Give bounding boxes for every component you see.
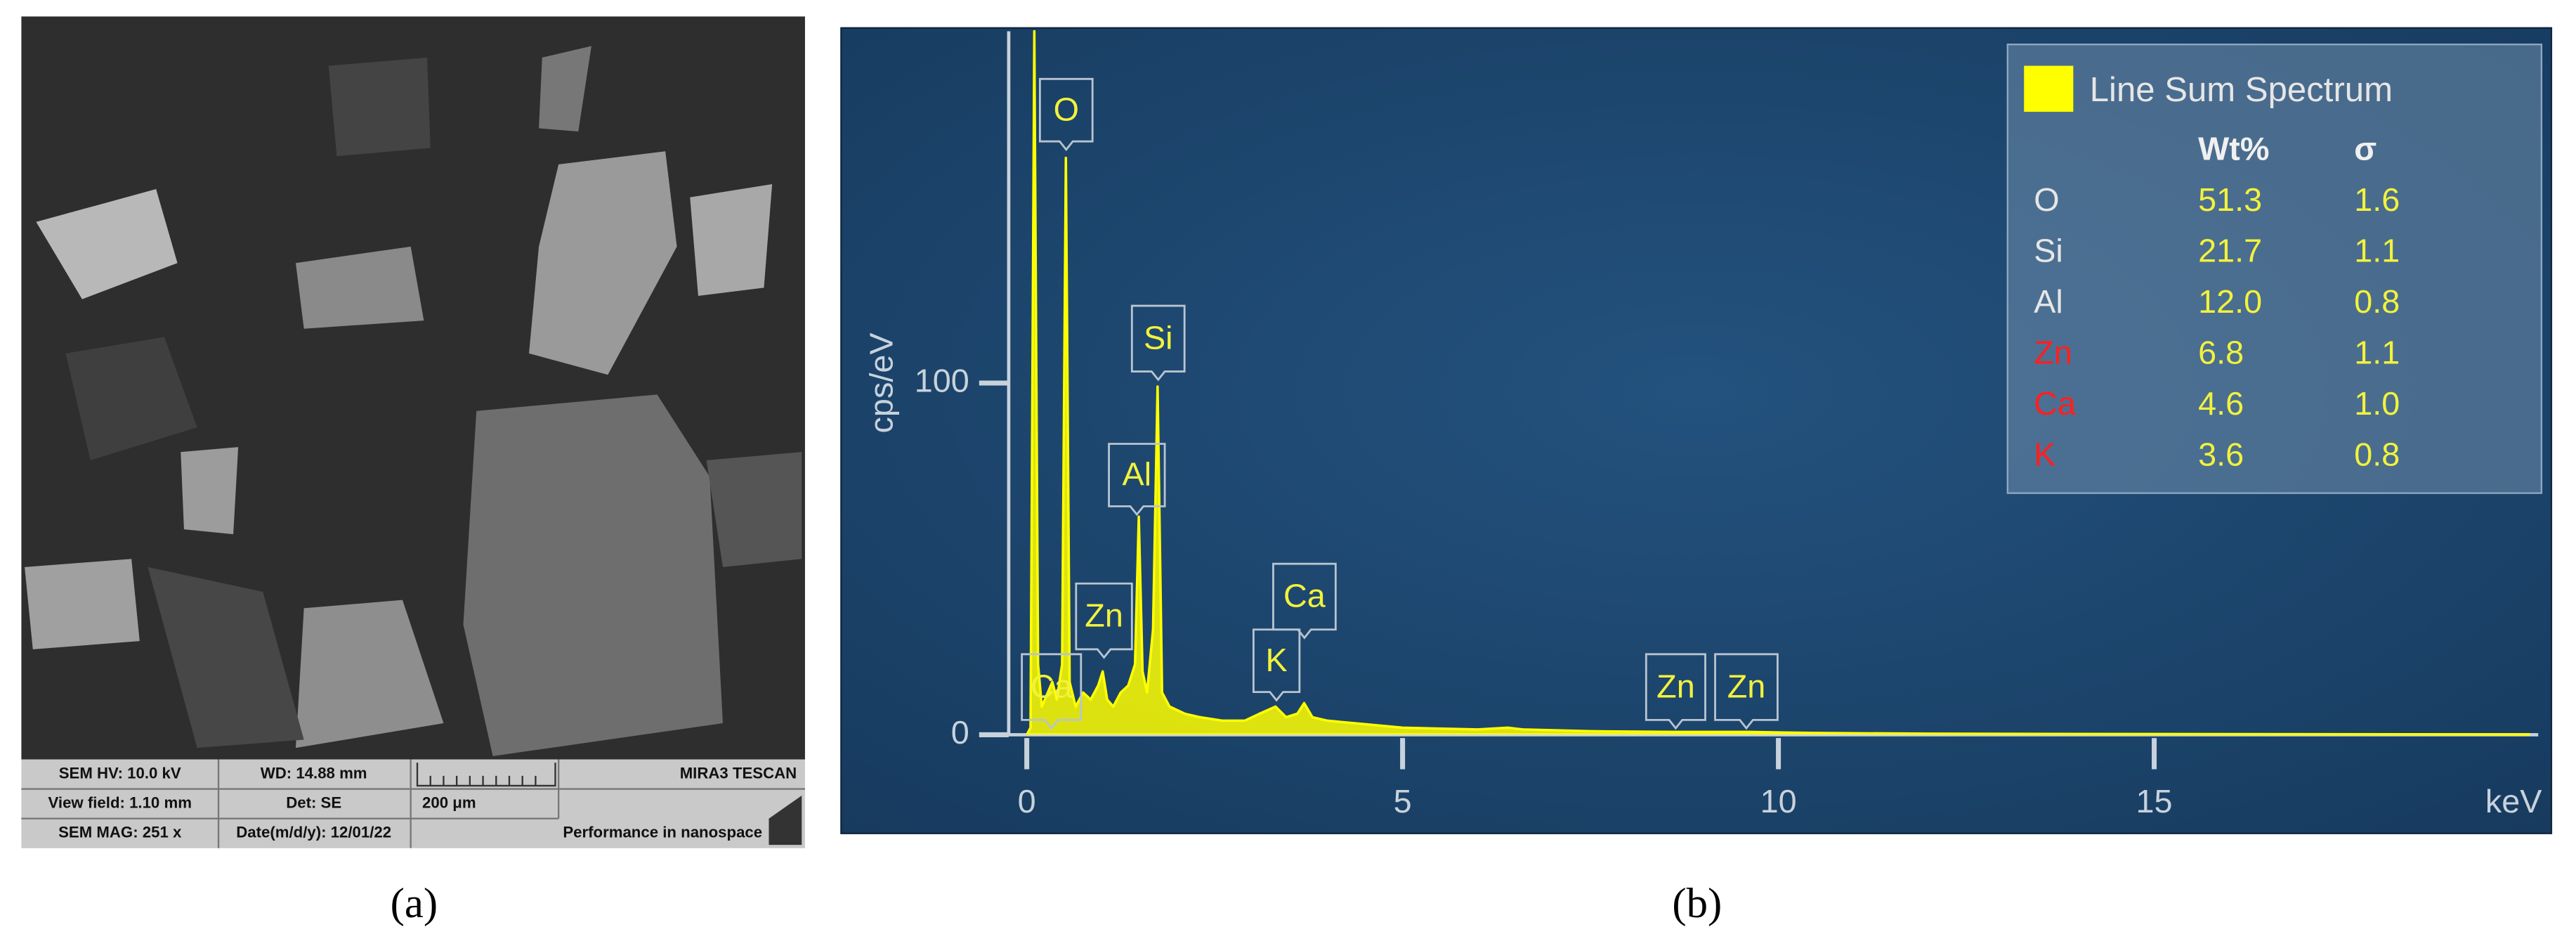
annotation: Zn (1727, 668, 1766, 704)
sem-info: SEM HV: 10.0 kV (59, 764, 181, 782)
wt-percent: 21.7 (2198, 233, 2262, 269)
annotation: Al (1123, 456, 1152, 493)
y-tick-label: 100 (915, 362, 969, 399)
sigma: 1.1 (2354, 335, 2400, 371)
wt-percent: 4.6 (2198, 385, 2244, 422)
sigma: 0.8 (2354, 283, 2400, 320)
annotation-box (1130, 304, 1186, 382)
element: K (2034, 436, 2055, 473)
sem-image (21, 16, 805, 760)
y-axis-label: cps/eV (863, 332, 900, 433)
table-header: Wt% (2198, 131, 2269, 167)
element: Ca (2034, 385, 2077, 422)
annotation: Zn (1085, 597, 1123, 634)
legend-swatch (2024, 65, 2074, 112)
sem-info: View field: 1.10 mm (48, 794, 192, 812)
sem-info: MIRA3 TESCAN (680, 764, 797, 782)
annotation: Si (1144, 320, 1173, 356)
caption: (a) (391, 880, 438, 927)
sem-info: Date(m/d/y): 12/01/22 (236, 824, 391, 841)
annotation-box (1714, 653, 1779, 730)
annotation: Zn (1656, 668, 1695, 704)
annotation: Ca (1031, 668, 1073, 704)
element: Zn (2034, 335, 2072, 371)
annotation: O (1054, 91, 1079, 127)
caption: (b) (1672, 880, 1722, 927)
wt-percent: 6.8 (2198, 335, 2244, 371)
wt-percent: 51.3 (2198, 181, 2262, 218)
table-header: σ (2354, 131, 2376, 167)
annotation-box (1075, 582, 1133, 659)
sigma: 0.8 (2354, 436, 2400, 473)
x-tick-label: 0 (1018, 783, 1036, 819)
sem-info: SEM MAG: 251 x (58, 824, 182, 841)
wt-percent: 12.0 (2198, 283, 2262, 320)
sem-info: Det: SE (286, 794, 341, 812)
annotation-box (1108, 443, 1166, 517)
x-tick-label: 5 (1394, 783, 1412, 819)
sigma: 1.0 (2354, 385, 2400, 422)
x-tick-label: 10 (1760, 783, 1797, 819)
element: O (2034, 181, 2059, 218)
element: Al (2034, 283, 2063, 320)
legend-label: Line Sum Spectrum (2090, 71, 2393, 109)
spectrum (1026, 30, 2530, 736)
x-tick-label: 15 (2136, 783, 2173, 819)
sem-info: Performance in nanospace (563, 824, 762, 841)
annotation-box (1021, 653, 1083, 730)
annotation-box (1252, 628, 1301, 702)
annotation: K (1266, 642, 1288, 678)
sem-info-bar (21, 759, 805, 848)
annotation: Ca (1283, 578, 1326, 614)
wt-percent: 3.6 (2198, 436, 2244, 473)
y-tick-label: 0 (951, 714, 969, 751)
x-axis-label: keV (2485, 783, 2542, 819)
sigma: 1.1 (2354, 233, 2400, 269)
legend-box (2006, 44, 2543, 494)
sem-info: WD: 14.88 mm (261, 764, 367, 782)
sigma: 1.6 (2354, 181, 2400, 218)
element: Si (2034, 233, 2063, 269)
annotation-box (1038, 77, 1094, 152)
sem-info: 200 μm (422, 794, 476, 812)
annotation-box (1645, 653, 1706, 730)
annotation-box (1272, 562, 1337, 640)
